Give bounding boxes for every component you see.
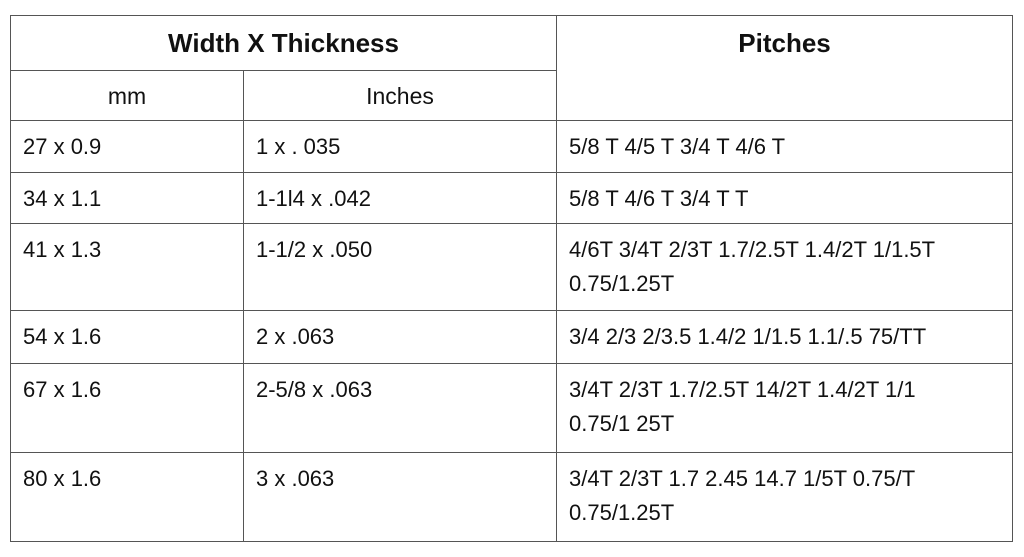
mm-cell: 27 x 0.9	[10, 120, 244, 173]
pitches-line: 5/8 T 4/5 T 3/4 T 4/6 T	[569, 134, 786, 159]
inches-cell: 2 x .063	[242, 310, 558, 364]
pitches-cell: 3/4T 2/3T 1.7 2.45 14.7 1/5T 0.75/T 0.75/…	[556, 452, 1014, 542]
pitches-line: 0.75/1.25T	[569, 271, 675, 296]
pitches-line: 5/8 T 4/6 T 3/4 T T	[569, 186, 749, 211]
pitches-cell: 5/8 T 4/6 T 3/4 T T	[556, 172, 1014, 224]
mm-cell: 41 x 1.3	[10, 223, 244, 311]
pitches-cell: 4/6T 3/4T 2/3T 1.7/2.5T 1.4/2T 1/1.5T 0.7…	[556, 223, 1014, 311]
table-row: 67 x 1.6 2-5/8 x .063 3/4T 2/3T 1.7/2.5T 1…	[10, 363, 1014, 453]
pitches-line: 4/6T 3/4T 2/3T 1.7/2.5T 1.4/2T 1/1.5T	[569, 237, 936, 262]
width-thickness-header: Width X Thickness	[9, 15, 558, 71]
pitches-line: 0.75/1 25T	[569, 411, 675, 436]
pitches-line: 3/4T 2/3T 1.7 2.45 14.7 1/5T 0.75/T	[569, 466, 916, 491]
table-row: 80 x 1.6 3 x .063 3/4T 2/3T 1.7 2.45 14.7 …	[10, 452, 1014, 542]
mm-cell: 54 x 1.6	[10, 310, 244, 364]
mm-cell: 80 x 1.6	[10, 452, 244, 542]
saw-blade-spec-table: Width X Thickness Pitches mm Inches 27 x…	[9, 15, 1014, 542]
inches-cell: 1-1l4 x .042	[242, 172, 558, 224]
inches-cell: 1-1/2 x .050	[242, 223, 558, 311]
table-row: 41 x 1.3 1-1/2 x .050 4/6T 3/4T 2/3T 1.7/2…	[10, 223, 1014, 311]
mm-cell: 67 x 1.6	[10, 363, 244, 453]
mm-cell: 34 x 1.1	[10, 172, 244, 224]
inches-cell: 3 x .063	[242, 452, 558, 542]
table-row: 27 x 0.9 1 x . 035 5/8 T 4/5 T 3/4 T 4/6 T	[10, 120, 1014, 173]
pitches-cell: 3/4T 2/3T 1.7/2.5T 14/2T 1.4/2T 1/1 0.75/…	[556, 363, 1014, 453]
pitches-cell: 5/8 T 4/5 T 3/4 T 4/6 T	[556, 120, 1014, 173]
mm-header: mm	[10, 70, 244, 121]
pitches-line: 3/4T 2/3T 1.7/2.5T 14/2T 1.4/2T 1/1	[569, 377, 916, 402]
pitches-line: 3/4 2/3 2/3.5 1.4/2 1/1.5 1.1/.5 75/TT	[569, 324, 927, 349]
pitches-line: 0.75/1.25T	[569, 500, 675, 525]
pitches-cell: 3/4 2/3 2/3.5 1.4/2 1/1.5 1.1/.5 75/TT	[556, 310, 1014, 364]
inches-cell: 2-5/8 x .063	[242, 363, 558, 453]
table-row: 34 x 1.1 1-1l4 x .042 5/8 T 4/6 T 3/4 T T	[10, 172, 1014, 224]
pitches-header: Pitches	[556, 15, 1014, 121]
inches-cell: 1 x . 035	[242, 120, 558, 173]
inches-header: Inches	[242, 70, 558, 121]
table-row: 54 x 1.6 2 x .063 3/4 2/3 2/3.5 1.4/2 1/1.…	[10, 310, 1014, 364]
